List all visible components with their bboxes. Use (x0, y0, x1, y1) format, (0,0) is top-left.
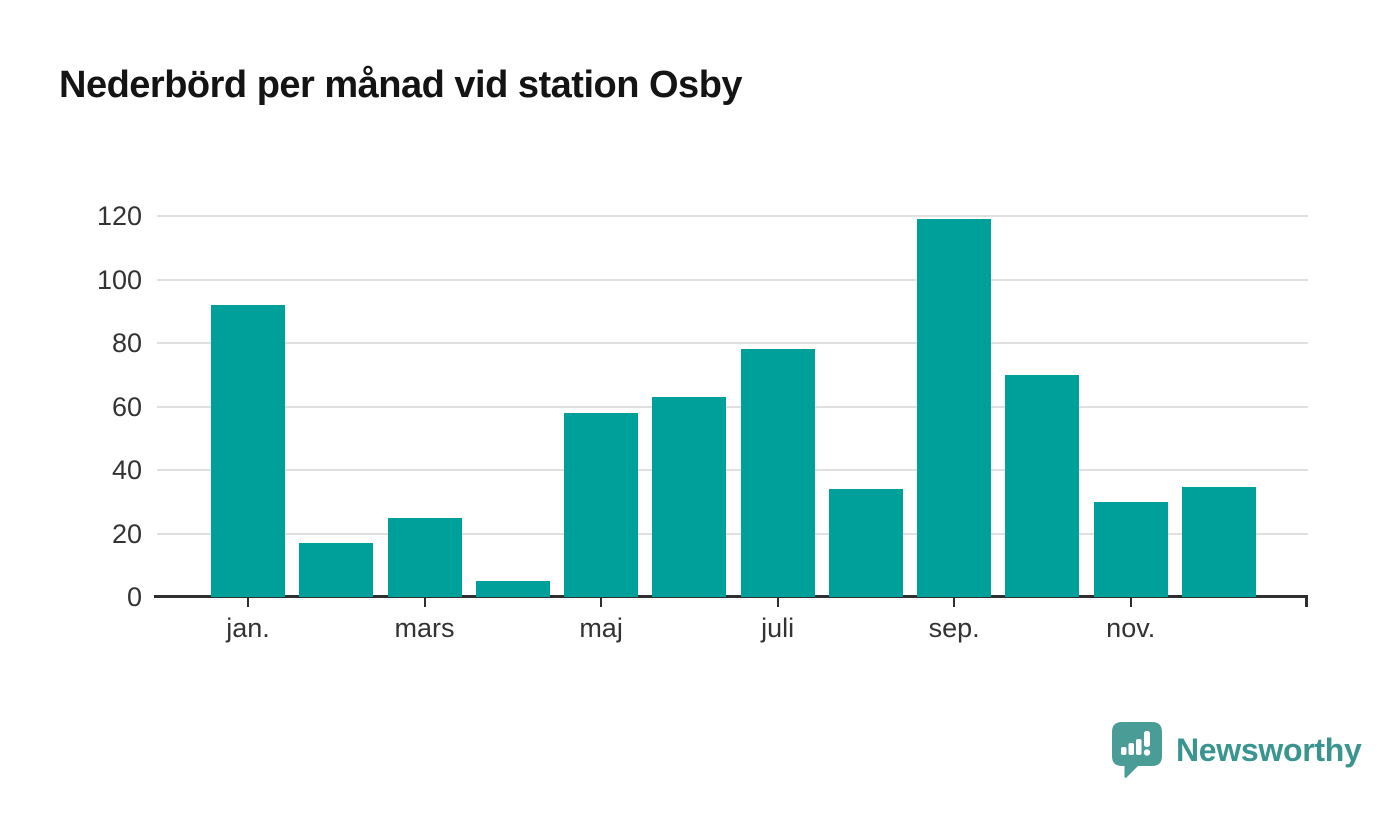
x-axis-tick-maj (600, 597, 603, 607)
bar-month-10 (1005, 374, 1080, 597)
gridline-40 (157, 469, 1308, 471)
bar-month-7 (740, 349, 815, 597)
y-axis-label-100: 100 (96, 264, 142, 295)
x-axis-label-sep: sep. (928, 613, 980, 643)
x-axis-tick-sep (953, 597, 956, 607)
brand-logo: Newsworthy (1112, 721, 1362, 779)
gridline-60 (157, 405, 1308, 408)
y-axis-label-120: 120 (96, 201, 142, 231)
bar-month-11 (1093, 501, 1168, 597)
x-axis-label-mars: mars (394, 613, 455, 643)
bar-month-6 (652, 396, 727, 597)
x-axis-label-juli: juli (761, 613, 795, 643)
x-axis-tick-nov (1129, 597, 1132, 607)
x-axis-tick-juli (776, 597, 779, 607)
axis-end-tick (1305, 597, 1308, 607)
brand-name: Newsworthy (1176, 731, 1362, 768)
chart-title: Nederbörd per månad vid station Osby (59, 64, 743, 106)
bar-month-1 (211, 304, 285, 597)
x-axis-label-maj: maj (579, 613, 623, 643)
y-axis-label-0: 0 (126, 582, 142, 612)
y-axis-label-20: 20 (111, 518, 142, 549)
bar-month-2 (299, 543, 374, 597)
plot-area (154, 177, 1308, 607)
y-axis-label-40: 40 (111, 455, 142, 485)
y-axis-label-80: 80 (111, 328, 142, 358)
gridline-120 (157, 215, 1308, 217)
gridline-80 (157, 342, 1308, 344)
x-axis-baseline (154, 595, 1308, 598)
bar-chart-speech-bubble-icon (1112, 721, 1162, 778)
bar-month-4 (475, 581, 550, 597)
x-axis-labels: jan. mars maj juli sep. nov. (157, 610, 1308, 650)
x-axis-label-jan: jan. (226, 613, 270, 643)
bar-month-9 (917, 219, 992, 597)
y-axis-labels: 0 20 40 60 80 100 120 (0, 177, 142, 612)
x-axis-tick-mars (423, 597, 426, 607)
bar-month-3 (387, 517, 462, 597)
x-axis-tick-jan (247, 597, 249, 607)
y-axis-label-60: 60 (111, 391, 142, 422)
bar-month-5 (564, 412, 639, 597)
gridline-100 (157, 278, 1308, 281)
gridline-20 (157, 532, 1308, 535)
bar-month-12 (1181, 487, 1256, 597)
x-axis-label-nov: nov. (1106, 613, 1156, 643)
bar-month-8 (828, 489, 903, 597)
